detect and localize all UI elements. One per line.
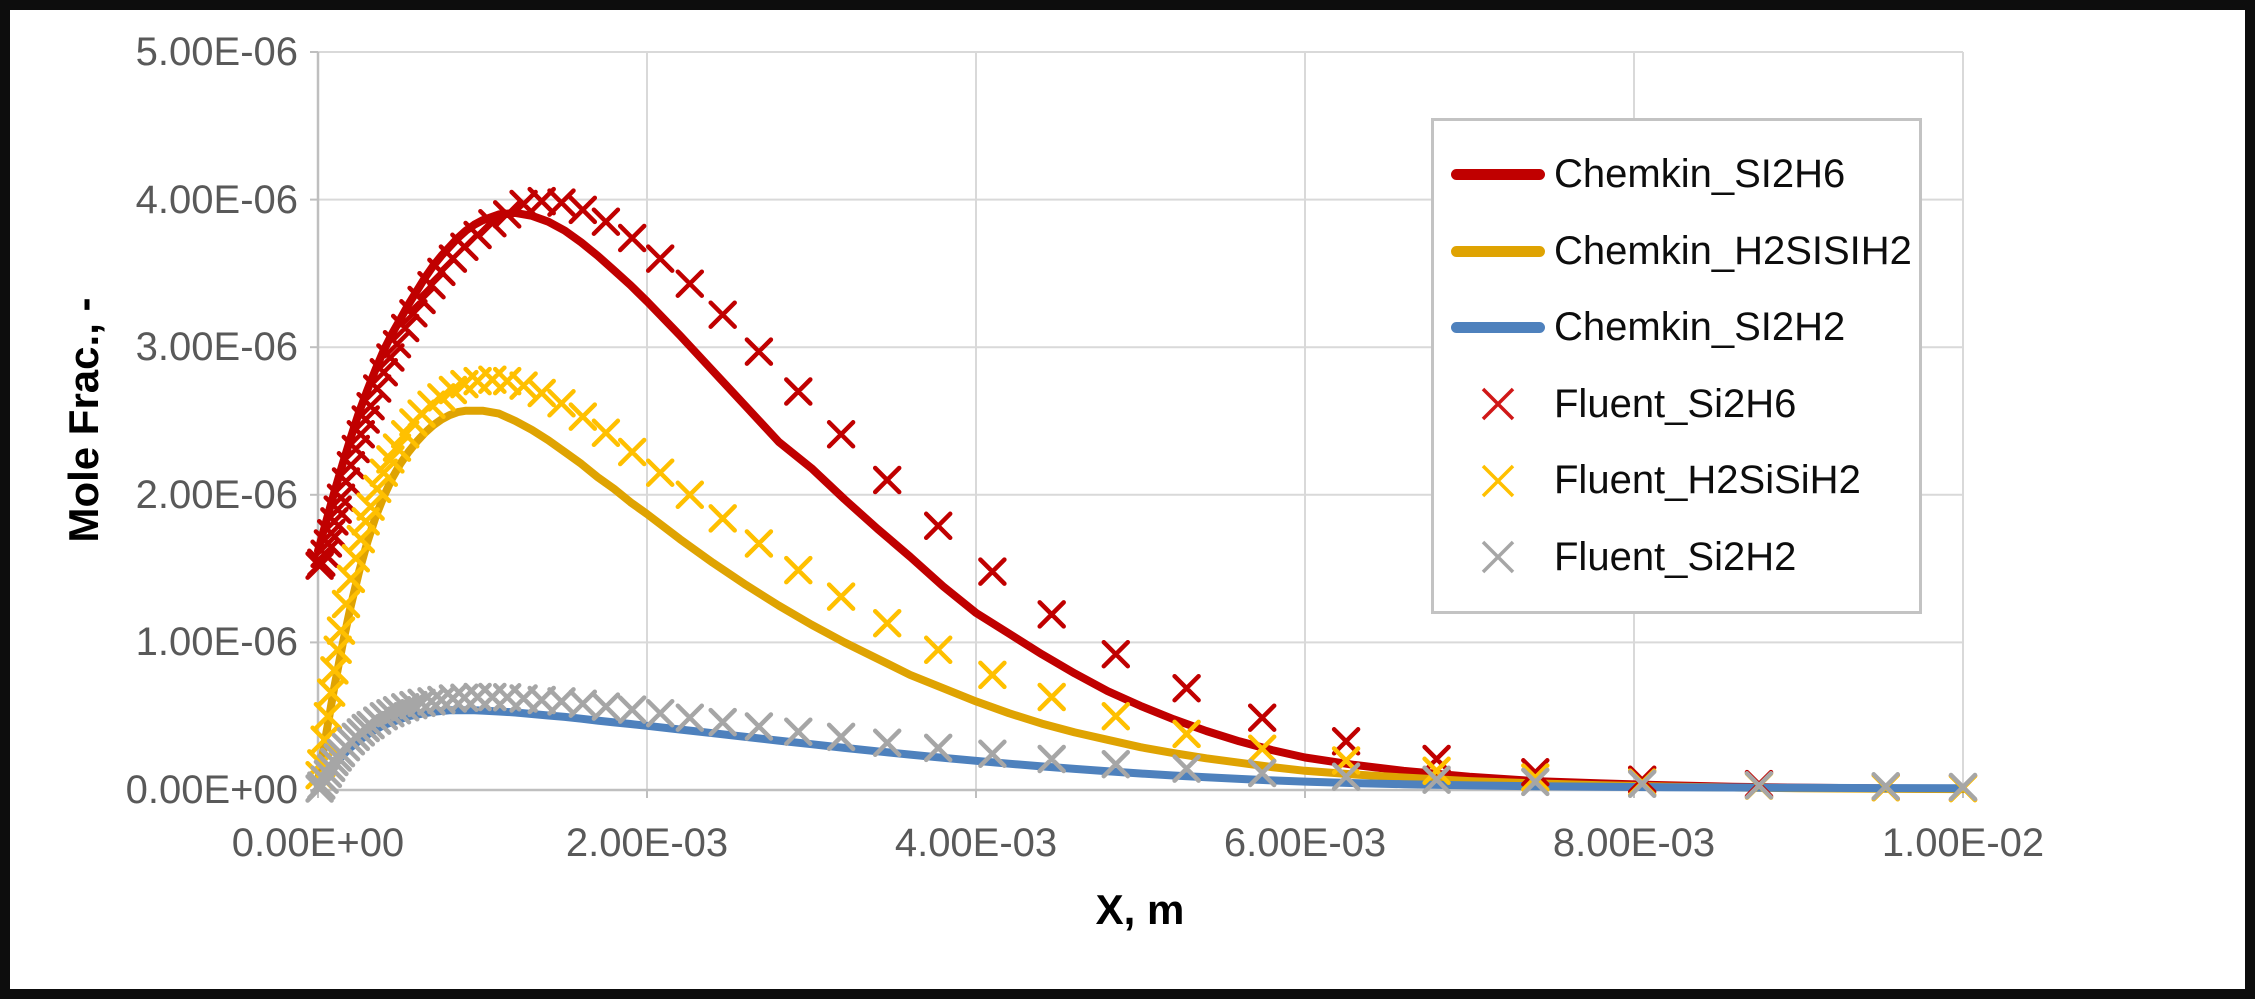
y-tick-label: 1.00E-06 bbox=[135, 620, 298, 665]
legend-item-chemkin-si2h2: Chemkin_SI2H2 bbox=[1434, 305, 1919, 350]
legend-line-swatch bbox=[1448, 153, 1548, 197]
x-tick-label: 1.00E-02 bbox=[1881, 821, 2045, 865]
series-markers-fluent-si2h2 bbox=[305, 682, 1978, 803]
legend: Chemkin_SI2H6 Chemkin_H2SISIH2 Chemkin_SI2… bbox=[1431, 118, 1922, 614]
series-line-chemkin-h2sisih2 bbox=[314, 406, 1967, 794]
series-line-chemkin-si2h6 bbox=[314, 208, 1967, 793]
y-tick-label: 3.00E-06 bbox=[135, 325, 298, 370]
x-axis-title: X, m bbox=[1095, 886, 1185, 933]
legend-line-swatch bbox=[1448, 306, 1548, 350]
legend-item-chemkin-h2sisih2: Chemkin_H2SISIH2 bbox=[1434, 229, 1919, 274]
legend-x-marker-icon bbox=[1448, 535, 1548, 579]
legend-item-fluent-h2sisih2: Fluent_H2SiSiH2 bbox=[1434, 458, 1919, 503]
series-markers-fluent-si2h6 bbox=[305, 186, 1978, 803]
legend-item-label: Chemkin_SI2H2 bbox=[1554, 305, 1846, 350]
legend-item-label: Chemkin_H2SISIH2 bbox=[1554, 228, 1912, 273]
legend-x-marker-icon bbox=[1448, 459, 1548, 503]
x-tick-label: 2.00E-03 bbox=[565, 821, 729, 865]
legend-line-swatch bbox=[1448, 229, 1548, 273]
legend-item-fluent-si2h6: Fluent_Si2H6 bbox=[1434, 382, 1919, 427]
y-tick-label: 5.00E-06 bbox=[135, 30, 298, 74]
x-tick-label: 4.00E-03 bbox=[894, 821, 1058, 865]
legend-item-fluent-si2h2: Fluent_Si2H2 bbox=[1434, 535, 1919, 580]
y-tick-label: 2.00E-06 bbox=[135, 472, 298, 517]
x-tick-label: 8.00E-03 bbox=[1552, 821, 1716, 865]
y-tick-label: 0.00E+00 bbox=[125, 768, 298, 812]
legend-item-label: Chemkin_SI2H6 bbox=[1554, 152, 1846, 197]
legend-x-marker-icon bbox=[1448, 382, 1548, 426]
legend-item-label: Fluent_H2SiSiH2 bbox=[1554, 458, 1861, 503]
legend-item-chemkin-si2h6: Chemkin_SI2H6 bbox=[1434, 152, 1919, 197]
x-tick-label: 6.00E-03 bbox=[1223, 821, 1387, 865]
legend-item-label: Fluent_Si2H6 bbox=[1554, 381, 1797, 426]
x-tick-label: 0.00E+00 bbox=[231, 821, 405, 865]
legend-item-label: Fluent_Si2H2 bbox=[1554, 534, 1797, 579]
y-tick-label: 4.00E-06 bbox=[135, 177, 298, 222]
